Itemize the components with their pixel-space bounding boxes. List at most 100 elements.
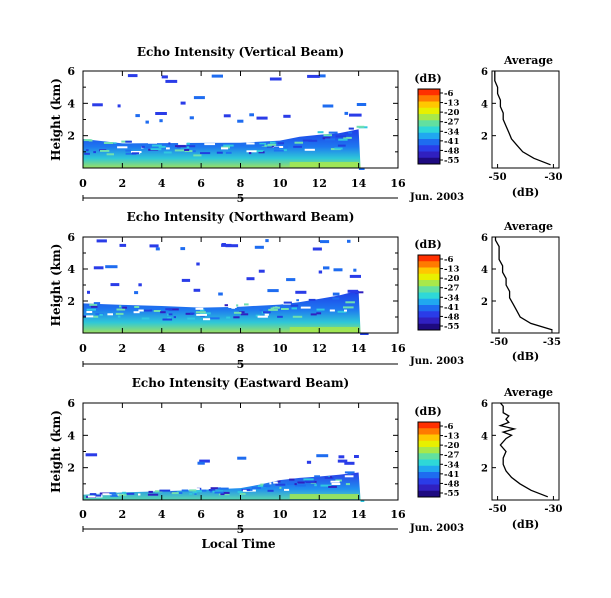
echo-speckle: [160, 311, 166, 314]
echo-speckle: [302, 139, 312, 142]
echo-speckle: [289, 478, 295, 481]
echo-speckle: [110, 494, 119, 497]
echo-speckle: [204, 143, 215, 146]
sparse-echo: [286, 278, 296, 282]
colorbar-swatch: [418, 95, 440, 102]
sparse-echo: [218, 292, 223, 296]
y-tick-label: 4: [67, 97, 75, 110]
sparse-echo: [269, 77, 282, 81]
colorbar-swatch: [418, 428, 440, 435]
echo-speckle: [347, 472, 352, 475]
colorbar-tick-label: -20: [444, 441, 459, 451]
x-tick-label: 14: [351, 342, 367, 355]
colorbar-tick-label: -20: [444, 274, 459, 284]
echo-speckle: [323, 134, 332, 137]
colorbar-swatch: [418, 255, 440, 262]
echo-speckle: [196, 313, 207, 316]
colorbar-frame: [417, 421, 441, 498]
x-tick-label: 10: [272, 177, 288, 190]
sparse-echo: [318, 270, 323, 274]
echo-speckle: [150, 308, 160, 311]
echo-speckle: [343, 306, 354, 309]
echo-speckle: [254, 150, 263, 153]
x-tick-label: 4: [158, 177, 166, 190]
echo-core: [289, 162, 359, 167]
y-tick-label: 6: [67, 397, 75, 410]
sparse-echo: [155, 112, 167, 115]
echo-speckle: [316, 308, 325, 311]
echo-speckle: [297, 481, 305, 484]
echo-speckle: [240, 313, 249, 316]
echo-speckle: [93, 151, 96, 154]
echo-speckle: [138, 309, 146, 312]
echo-speckle: [141, 145, 145, 148]
echo-speckle: [174, 149, 184, 152]
average-x-label: (dB): [512, 518, 539, 531]
sparse-echo: [356, 103, 367, 106]
colorbar-tick-label: -13: [444, 99, 459, 109]
sparse-echo: [161, 75, 168, 79]
day-label: 5: [237, 192, 245, 205]
echo-speckle: [267, 489, 274, 492]
echo-speckle: [239, 144, 245, 147]
sparse-echo: [246, 277, 255, 281]
colorbar-swatch: [418, 286, 440, 293]
sparse-echo: [225, 244, 239, 248]
echo-speckle: [272, 306, 280, 309]
colorbar-swatch: [418, 490, 440, 498]
echo-speckle: [141, 317, 150, 320]
panel-3: Echo Intensity (Eastward Beam) 0 2 4 6 8 10 12 1…: [49, 376, 562, 536]
sparse-echo: [354, 455, 359, 458]
echo-speckle: [220, 493, 225, 496]
echo-speckle: [194, 492, 197, 495]
sparse-echo: [138, 283, 142, 287]
colorbar-tick-label: -41: [444, 303, 459, 313]
echo-speckle: [125, 152, 137, 155]
sparse-echo: [237, 119, 244, 123]
day-label: 5: [237, 523, 245, 536]
sparse-echo: [180, 247, 186, 251]
colorbar-tick-label: -55: [444, 156, 459, 166]
sparse-echo: [344, 111, 349, 115]
sparse-echo: [319, 74, 326, 78]
x-tick-label: 2: [119, 342, 127, 355]
sparse-echo: [181, 278, 191, 282]
colorbar-swatch: [418, 280, 440, 287]
colorbar-swatch: [418, 323, 440, 331]
echo-speckle: [100, 149, 110, 152]
echo-speckle: [242, 489, 247, 492]
average-x-tick-label: -50: [489, 172, 507, 183]
echo-speckle: [273, 481, 279, 484]
echo-speckle: [131, 152, 140, 155]
sparse-echo: [189, 116, 194, 120]
colorbar-tick-label: -27: [444, 284, 459, 294]
sparse-echo: [283, 114, 291, 118]
echo-speckle: [88, 139, 93, 142]
sparse-echo: [223, 114, 231, 118]
colorbar-tick-label: -6: [444, 255, 454, 265]
sparse-echo: [110, 283, 120, 287]
echo-speckle: [189, 492, 193, 495]
echo-speckle: [264, 313, 269, 316]
echo-core: [289, 494, 359, 499]
sparse-echo: [96, 239, 107, 243]
x-tick-label: 6: [197, 177, 205, 190]
echo-speckle: [293, 145, 302, 148]
colorbar-swatch: [418, 305, 440, 312]
sparse-echo: [258, 269, 265, 273]
colorbar-swatch: [418, 120, 440, 127]
echo-speckle: [224, 304, 228, 307]
echo-speckle: [304, 480, 315, 483]
echo-speckle: [151, 144, 162, 147]
echo-speckle: [233, 311, 242, 314]
average-y-tick-label: 2: [481, 464, 488, 475]
echo-speckle: [338, 138, 348, 141]
colorbar-swatch: [418, 132, 440, 140]
echo-speckle: [304, 148, 315, 151]
echo-speckle: [308, 139, 318, 142]
echo-speckle: [154, 490, 163, 493]
echo-speckle: [186, 145, 196, 148]
echo-speckle: [236, 308, 239, 311]
echo-speckle: [244, 303, 249, 306]
average-y-tick-label: 2: [481, 297, 488, 308]
